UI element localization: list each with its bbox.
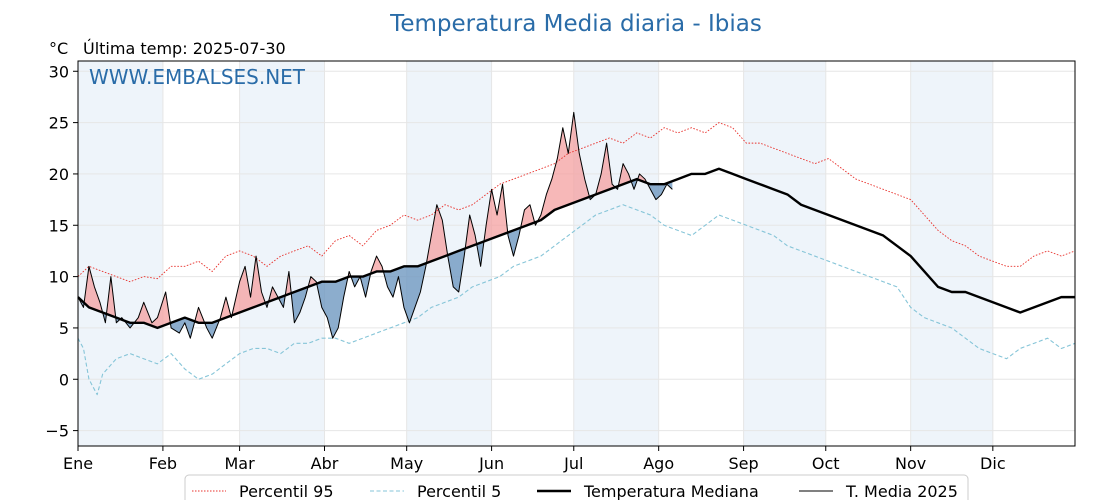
legend: Percentil 95 Percentil 5 Temperatura Med… [184,474,969,500]
series-line-percentil-95 [77,122,1076,283]
month-shade-jul [573,61,659,446]
fill-above-median [537,112,590,222]
fill-below-median [384,262,427,323]
fill-below-median [477,241,485,267]
x-tick-label: Jun [478,454,504,473]
x-axis-ticks: Ene Feb Mar Abr May Jun Jul Ago Sep Oct Nov Dic [63,446,1006,473]
fill-above-median [484,184,509,242]
fill-above-median [638,173,648,184]
last-temp-label: Última temp: 2025-07-30 [83,39,286,58]
plot-frame [77,60,1076,447]
y-tick-label: 20 [49,165,69,184]
y-tick-label: 30 [49,62,69,81]
chart-title: Temperatura Media diaria - Ibias [389,11,762,37]
fill-above-median [465,215,478,249]
series-line-percentil-5 [77,204,1076,396]
y-tick-label: 25 [49,114,69,133]
x-tick-label: Feb [149,454,177,473]
y-tick-label: 5 [59,319,69,338]
y-tick-label: 0 [59,370,69,389]
fill-above-median [371,256,385,274]
unit-label: °C [49,39,68,58]
fill-above-median [84,266,104,313]
fill-above-median [595,143,616,195]
legend-label-p95: Percentil 95 [239,482,334,500]
fill-below-median [351,276,361,287]
watermark: WWW.EMBALSES.NET [89,65,306,89]
x-tick-label: Nov [895,454,926,473]
anomaly-fill [78,112,673,339]
y-tick-label: −5 [45,422,69,441]
x-tick-label: May [390,454,423,473]
month-shade-ene [78,61,163,446]
series-lines [77,111,1076,396]
y-tick-label: 15 [49,216,69,235]
fill-below-median [205,319,220,339]
fill-below-median [447,248,466,292]
legend-label-median: Temperatura Mediana [583,482,759,500]
x-tick-label: Sep [729,454,759,473]
fill-above-median [134,292,171,328]
fill-above-median [219,297,232,320]
fill-below-median [360,273,372,298]
legend-label-p5: Percentil 5 [417,482,501,500]
month-shade-sep [743,61,826,446]
x-tick-label: Dic [980,454,1006,473]
y-axis-ticks: −5 0 5 10 15 20 25 30 [45,62,78,441]
x-tick-label: Oct [812,454,840,473]
fill-above-median [426,204,448,263]
legend-box [184,474,969,500]
month-shade-mar [239,61,325,446]
fill-below-median [291,286,309,323]
x-tick-label: Mar [225,454,256,473]
x-tick-label: Ago [643,454,674,473]
fill-above-median [106,276,117,318]
x-tick-label: Jul [563,454,583,473]
fill-below-median [508,227,522,257]
fill-above-median [285,271,292,296]
legend-label-year: T. Media 2025 [845,482,958,500]
series-line-t-media-2025 [77,111,673,339]
month-shade-nov [910,61,993,446]
x-tick-label: Abr [311,454,339,473]
y-tick-label: 10 [49,268,69,287]
month-shading [78,61,993,446]
fill-above-median [232,256,266,316]
x-tick-label: Ene [63,454,93,473]
fill-below-median [316,276,349,339]
series-line-temperatura-mediana [77,167,1075,330]
